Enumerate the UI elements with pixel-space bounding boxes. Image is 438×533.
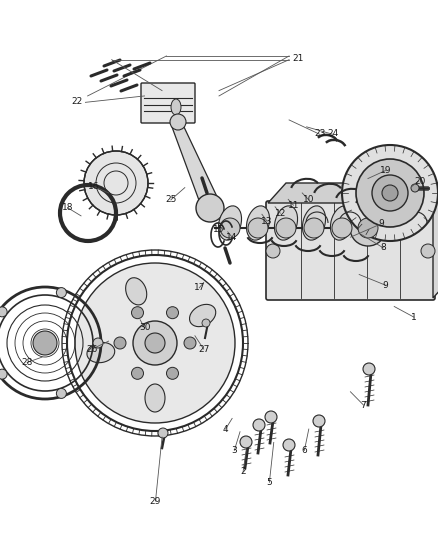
Text: 14: 14 [226,233,238,241]
Circle shape [166,367,179,379]
Ellipse shape [275,206,297,240]
Text: 29: 29 [150,497,161,505]
Text: 30: 30 [139,324,150,332]
Circle shape [0,307,7,317]
Text: 23: 23 [314,129,325,138]
Text: 9: 9 [382,281,389,289]
Text: 16: 16 [88,182,100,191]
Text: 26: 26 [86,345,98,353]
Circle shape [131,306,144,319]
Circle shape [421,244,435,258]
Text: 22: 22 [71,97,82,106]
Text: 2: 2 [240,467,246,476]
Circle shape [363,363,375,375]
Text: 20: 20 [415,177,426,185]
Circle shape [283,439,295,451]
Ellipse shape [126,278,147,305]
Circle shape [196,194,224,222]
Text: 25: 25 [165,196,177,204]
Circle shape [411,184,419,192]
Text: 6: 6 [301,446,307,455]
Circle shape [75,263,235,423]
Circle shape [93,338,103,348]
Ellipse shape [330,206,353,240]
Circle shape [350,210,386,246]
Circle shape [342,145,438,241]
Text: 13: 13 [261,217,273,225]
Circle shape [266,244,280,258]
Circle shape [356,159,424,227]
Text: 27: 27 [198,345,209,353]
Ellipse shape [247,206,269,240]
Circle shape [358,218,378,238]
Text: 11: 11 [288,201,299,209]
Polygon shape [268,183,438,203]
Ellipse shape [190,304,216,327]
Circle shape [114,337,126,349]
Text: 12: 12 [275,209,286,217]
Circle shape [248,218,268,238]
Text: 7: 7 [360,401,367,409]
Text: 28: 28 [21,358,33,367]
FancyBboxPatch shape [141,83,195,123]
Ellipse shape [171,99,181,115]
Circle shape [166,306,179,319]
Ellipse shape [87,342,115,362]
Text: 18: 18 [62,204,74,212]
Circle shape [253,419,265,431]
Circle shape [158,428,168,438]
Circle shape [131,367,144,379]
Circle shape [265,411,277,423]
Text: 3: 3 [231,446,237,455]
Circle shape [184,337,196,349]
Circle shape [84,151,148,215]
Circle shape [133,321,177,365]
Ellipse shape [303,206,325,240]
Circle shape [276,218,296,238]
Text: 15: 15 [213,225,225,233]
Circle shape [57,288,67,297]
Polygon shape [433,183,438,298]
FancyBboxPatch shape [266,201,435,300]
Circle shape [240,436,252,448]
Circle shape [0,369,7,379]
Text: 1: 1 [411,313,417,321]
Circle shape [33,331,57,355]
Circle shape [202,319,210,327]
Text: 17: 17 [194,284,205,292]
Text: 10: 10 [303,196,314,204]
Text: 5: 5 [266,478,272,487]
Circle shape [372,175,408,211]
Ellipse shape [219,206,241,240]
Circle shape [382,185,398,201]
Circle shape [332,218,352,238]
Text: 8: 8 [380,244,386,252]
Text: 24: 24 [327,129,339,138]
Text: 4: 4 [223,425,228,433]
Text: 9: 9 [378,220,384,228]
Circle shape [57,389,67,398]
Circle shape [145,333,165,353]
Text: 21: 21 [292,54,304,63]
Ellipse shape [145,384,165,412]
Text: 19: 19 [380,166,391,175]
Circle shape [170,114,186,130]
Circle shape [304,218,324,238]
Circle shape [220,218,240,238]
Polygon shape [172,127,220,203]
Circle shape [313,415,325,427]
